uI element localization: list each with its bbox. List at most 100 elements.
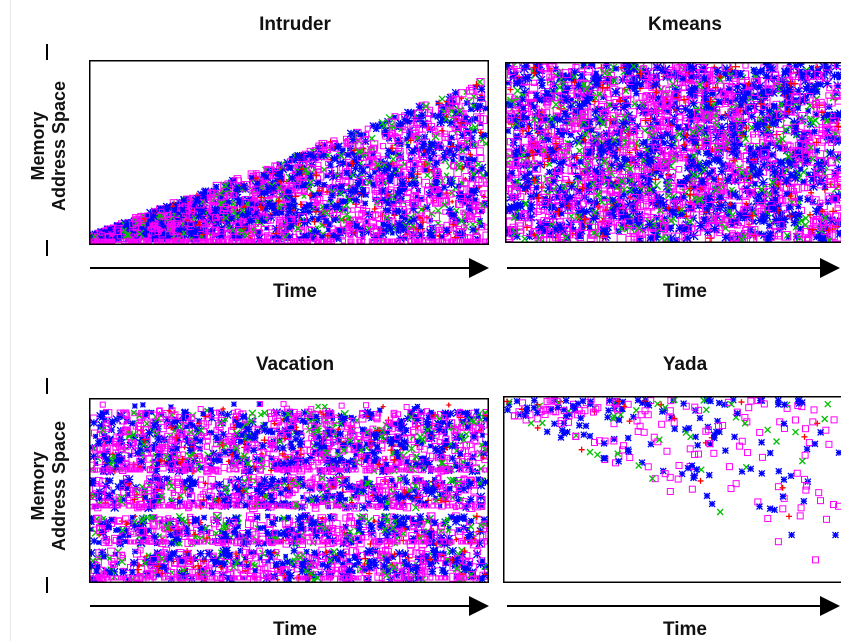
point-asterisk xyxy=(438,103,448,113)
point-square xyxy=(368,212,377,220)
point-square xyxy=(116,234,123,240)
point-asterisk xyxy=(811,206,822,217)
point-asterisk xyxy=(540,137,547,144)
point-asterisk xyxy=(663,164,671,172)
point-asterisk xyxy=(545,136,553,144)
point-asterisk xyxy=(384,152,392,160)
point-asterisk xyxy=(306,171,314,180)
point-asterisk xyxy=(455,191,464,200)
point-asterisk xyxy=(765,89,773,97)
point-square xyxy=(457,107,465,115)
point-asterisk xyxy=(407,156,414,164)
point-asterisk xyxy=(269,184,278,193)
point-asterisk xyxy=(394,219,404,229)
point-asterisk xyxy=(574,172,583,181)
point-asterisk xyxy=(526,212,536,222)
point-square xyxy=(401,208,408,216)
point-square xyxy=(477,139,485,147)
point-square xyxy=(358,147,366,154)
point-asterisk xyxy=(629,155,638,164)
point-square xyxy=(471,238,477,244)
point-square xyxy=(389,130,397,137)
point-asterisk xyxy=(175,216,185,225)
point-square xyxy=(824,212,831,220)
point-square xyxy=(469,87,477,95)
ylabel-top-line1: Memory xyxy=(28,111,48,181)
point-cross xyxy=(576,147,583,155)
point-asterisk xyxy=(153,229,160,236)
point-asterisk xyxy=(738,122,747,130)
point-asterisk xyxy=(126,225,133,232)
point-square xyxy=(740,230,750,239)
point-asterisk xyxy=(629,74,638,83)
point-asterisk xyxy=(704,115,713,125)
point-asterisk xyxy=(649,114,660,125)
point-square xyxy=(380,238,386,244)
point-asterisk xyxy=(468,164,478,174)
point-square xyxy=(370,238,376,244)
point-square xyxy=(325,167,333,175)
point-asterisk xyxy=(756,67,765,76)
point-asterisk xyxy=(750,66,758,74)
point-asterisk xyxy=(149,216,156,222)
point-square xyxy=(379,143,387,150)
point-asterisk xyxy=(417,231,426,240)
point-asterisk xyxy=(268,201,278,211)
point-asterisk xyxy=(477,102,484,109)
point-asterisk xyxy=(251,208,260,218)
point-square xyxy=(316,168,322,174)
point-plus xyxy=(312,171,320,179)
point-square xyxy=(481,238,487,244)
point-asterisk xyxy=(778,76,786,84)
point-asterisk xyxy=(332,233,342,243)
left-edge-rule xyxy=(10,0,11,641)
point-asterisk xyxy=(615,191,625,202)
point-asterisk xyxy=(576,205,587,215)
point-asterisk xyxy=(793,86,803,96)
point-asterisk xyxy=(157,219,165,227)
point-square xyxy=(458,185,465,192)
point-cross xyxy=(434,220,442,227)
point-asterisk xyxy=(309,215,316,222)
point-asterisk xyxy=(697,166,707,175)
point-asterisk xyxy=(346,188,354,195)
point-asterisk xyxy=(162,202,172,212)
point-asterisk xyxy=(754,76,761,84)
point-asterisk xyxy=(527,192,535,201)
point-asterisk xyxy=(438,110,445,116)
point-asterisk xyxy=(648,186,658,196)
point-square xyxy=(831,171,839,179)
point-asterisk xyxy=(403,135,410,142)
point-asterisk xyxy=(782,190,790,198)
point-asterisk xyxy=(759,212,767,221)
point-asterisk xyxy=(256,229,262,236)
point-square xyxy=(640,118,649,127)
point-asterisk xyxy=(432,180,441,189)
point-square xyxy=(277,224,287,234)
point-square xyxy=(458,89,467,98)
point-square xyxy=(406,166,412,172)
point-asterisk xyxy=(804,107,812,115)
point-asterisk xyxy=(346,129,356,138)
point-asterisk xyxy=(510,177,520,188)
point-plus xyxy=(632,146,639,153)
point-square xyxy=(305,238,311,244)
point-square xyxy=(314,238,320,244)
point-asterisk xyxy=(286,217,292,223)
point-asterisk xyxy=(398,213,405,220)
point-cross xyxy=(373,160,383,169)
point-asterisk xyxy=(668,206,676,214)
point-square xyxy=(804,184,811,192)
point-plus xyxy=(668,122,675,129)
point-asterisk xyxy=(693,73,701,81)
point-asterisk xyxy=(785,204,793,212)
point-asterisk xyxy=(313,179,322,188)
point-square xyxy=(667,168,677,178)
point-asterisk xyxy=(174,209,181,216)
point-asterisk xyxy=(463,99,470,107)
point-asterisk xyxy=(265,181,271,188)
point-cross xyxy=(651,180,662,191)
point-asterisk xyxy=(795,210,803,219)
point-asterisk xyxy=(225,199,231,205)
point-square xyxy=(165,211,171,218)
